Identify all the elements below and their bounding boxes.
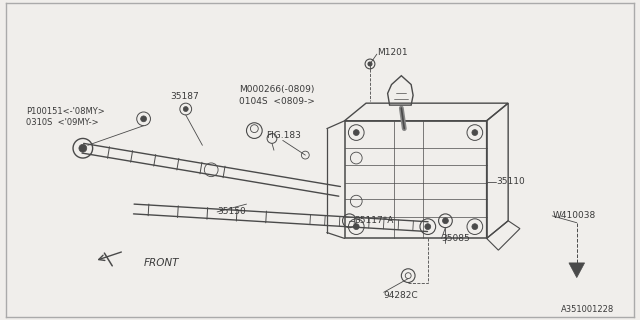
Text: 0310S  <'09MY->: 0310S <'09MY-> xyxy=(26,118,99,127)
Circle shape xyxy=(368,62,372,66)
Circle shape xyxy=(353,224,359,229)
Circle shape xyxy=(425,224,431,229)
Circle shape xyxy=(141,116,147,122)
Text: W410038: W410038 xyxy=(552,212,595,220)
Text: 0104S  <0809->: 0104S <0809-> xyxy=(239,97,314,106)
Text: 94282C: 94282C xyxy=(384,291,419,300)
Text: FRONT: FRONT xyxy=(143,258,179,268)
Circle shape xyxy=(353,130,359,135)
Circle shape xyxy=(183,107,188,111)
Polygon shape xyxy=(569,263,584,278)
Text: FIG.183: FIG.183 xyxy=(266,131,301,140)
Text: 35150: 35150 xyxy=(217,207,246,216)
Text: M1201: M1201 xyxy=(377,48,408,57)
Text: 35187: 35187 xyxy=(170,92,199,101)
Text: M000266(-0809): M000266(-0809) xyxy=(239,85,314,94)
Circle shape xyxy=(472,224,478,229)
Text: 35117*A: 35117*A xyxy=(355,216,394,225)
Text: P100151<-'08MY>: P100151<-'08MY> xyxy=(26,107,105,116)
Text: 35110: 35110 xyxy=(497,177,525,186)
Circle shape xyxy=(442,218,449,224)
Circle shape xyxy=(472,130,478,135)
Circle shape xyxy=(79,144,87,152)
Text: A351001228: A351001228 xyxy=(561,305,614,315)
Text: 35085: 35085 xyxy=(442,234,470,243)
